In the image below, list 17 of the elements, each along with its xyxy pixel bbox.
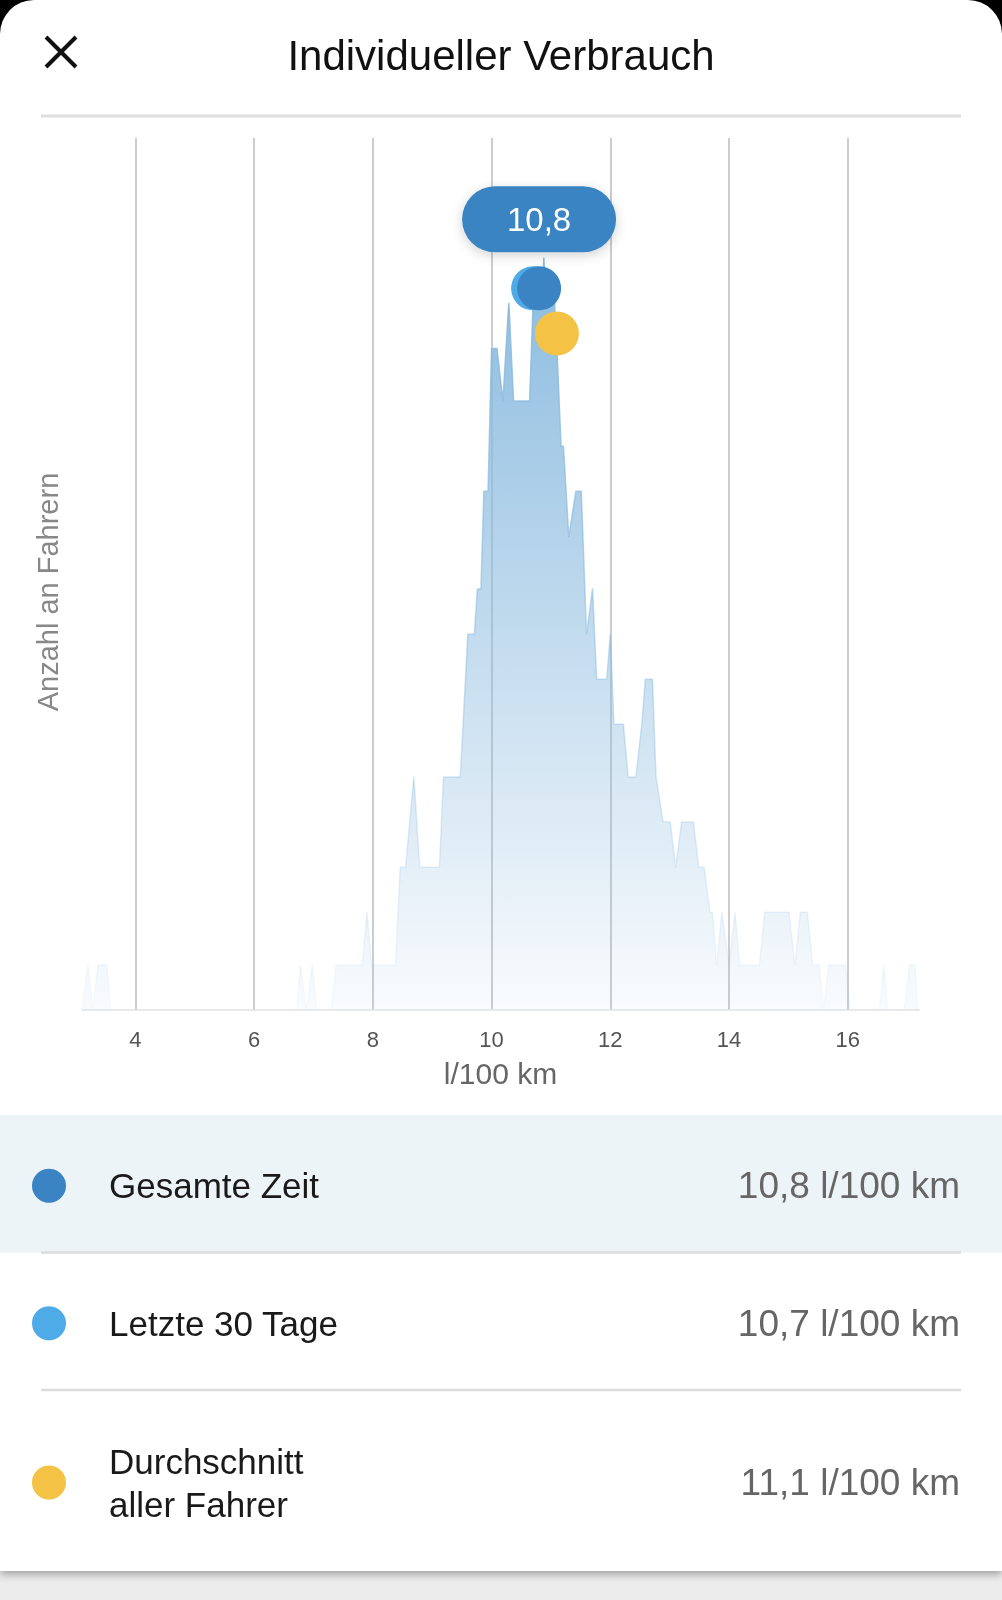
x-tick-label: 4	[129, 1026, 142, 1052]
legend-label: Letzte 30 Tage	[109, 1303, 338, 1343]
x-tick-label: 8	[366, 1026, 379, 1052]
legend-label: Durchschnitt aller Fahrer	[109, 1441, 314, 1524]
x-tick-label: 6	[248, 1026, 261, 1052]
chart-title: Individueller Verbrauch	[287, 31, 715, 79]
x-tick-label: 10	[479, 1026, 504, 1052]
x-tick-label: 12	[598, 1026, 623, 1052]
x-tick-label: 14	[716, 1026, 742, 1052]
x-axis-title: l/100 km	[443, 1056, 558, 1090]
legend-label: Gesamte Zeit	[109, 1166, 320, 1206]
text: 11,1 l/100 km	[740, 1462, 960, 1503]
text: 10,7 l/100 km	[737, 1302, 960, 1344]
x-tick-label: 16	[835, 1026, 861, 1052]
text: 10,8 l/100 km	[737, 1165, 960, 1207]
annotation: 10,8	[506, 200, 572, 238]
y-axis-title: Anzahl an Fahrern	[32, 472, 64, 712]
